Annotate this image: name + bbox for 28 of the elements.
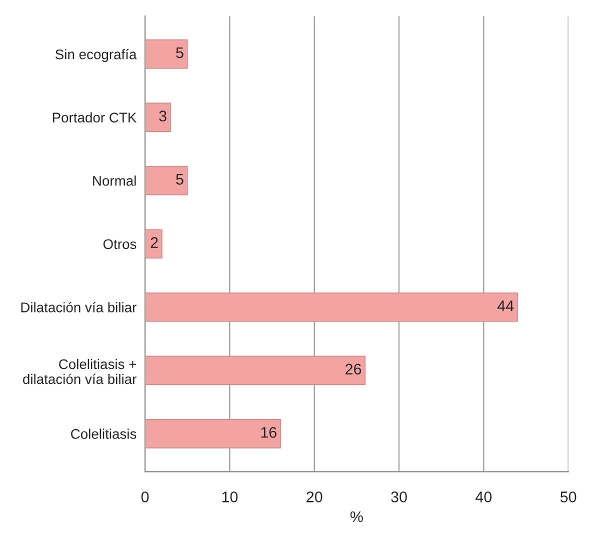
data-label: 3 (159, 110, 166, 122)
x-tick-label: 10 (222, 492, 238, 502)
x-tick-label: 0 (141, 492, 149, 502)
y-tick-label: Otros (103, 239, 136, 250)
data-label: 44 (498, 300, 514, 312)
bar (145, 419, 281, 448)
y-tick-label: Colelitiasis + dilatación vía biliar (23, 358, 136, 384)
data-label: 16 (261, 426, 276, 438)
y-tick-label: Sin ecografía (56, 48, 137, 62)
bar (145, 102, 171, 132)
data-label: 5 (176, 47, 184, 58)
bar (145, 292, 518, 322)
y-tick-label: Portador CTK (52, 112, 137, 122)
x-tick-label: 50 (560, 492, 576, 502)
y-tick-label: Dilatación vía biliar (21, 302, 136, 312)
x-tick-label: 20 (306, 492, 322, 502)
x-tick-label: 30 (391, 492, 407, 502)
bar (145, 356, 366, 386)
y-tick-label: Colelitiasis (71, 428, 136, 439)
y-tick-label: Normal (93, 176, 136, 186)
x-axis-title: % (350, 511, 363, 522)
bar (145, 229, 162, 259)
bar (145, 39, 188, 69)
bar (145, 166, 188, 196)
data-label: 5 (176, 174, 184, 185)
data-label: 26 (346, 364, 362, 375)
x-tick-label: 40 (476, 492, 492, 502)
data-label: 2 (150, 237, 158, 248)
